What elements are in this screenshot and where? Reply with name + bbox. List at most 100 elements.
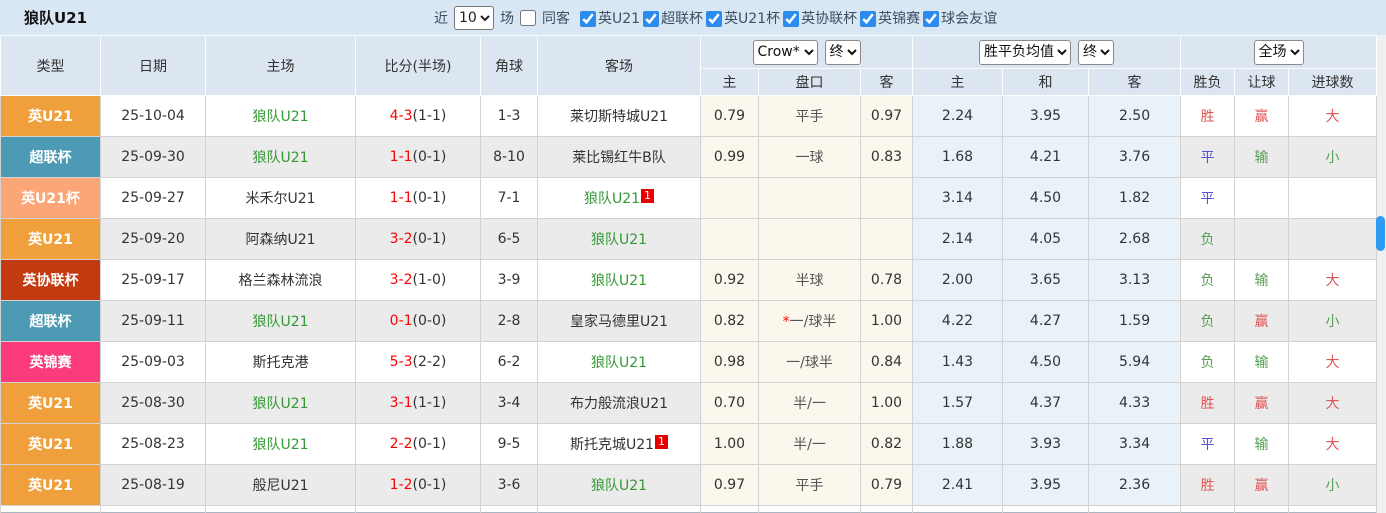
corners-cell: 3-9 bbox=[480, 259, 538, 301]
corners-cell: 7-1 bbox=[480, 177, 538, 219]
corners-cell: 3-6 bbox=[480, 464, 538, 506]
handicap-line-cell: *一/球半 bbox=[758, 300, 861, 342]
sub-goals: 进球数 bbox=[1288, 68, 1378, 96]
type-badge-cell: 英U21 bbox=[0, 218, 101, 260]
avg-win-odds-cell: 1.43 bbox=[912, 341, 1004, 383]
table-row: 英锦赛 25-09-03 斯托克港 5-3(2-2) 6-2 狼队U21 0.98 一/球半 0… bbox=[0, 341, 1378, 383]
home-team-cell: 狼队U21 bbox=[205, 300, 356, 342]
handicap-home-odds-cell: 0.70 bbox=[700, 382, 759, 424]
matches-table: 类型 日期 主场 比分(半场) 角球 客场 Crow* 终 胜平负均值 终 全场 bbox=[0, 35, 1378, 513]
result-cell: 负 bbox=[1180, 300, 1236, 342]
avg-draw-odds-cell: 3.93 bbox=[1002, 423, 1090, 465]
date-cell: 25-09-17 bbox=[100, 259, 206, 301]
result-cell: 平 bbox=[1180, 423, 1236, 465]
league-filter-label: 英协联杯 bbox=[801, 10, 858, 27]
card-badge: 1 bbox=[641, 189, 655, 203]
sub-avg-draw: 和 bbox=[1002, 68, 1090, 96]
score-cell: 1-1(0-1) bbox=[355, 136, 481, 178]
sub-home-odds: 主 bbox=[700, 68, 759, 96]
result-cell: 负 bbox=[1180, 259, 1236, 301]
odds-time-select[interactable]: 终 bbox=[824, 39, 861, 65]
handicap-result-cell: 赢 bbox=[1234, 300, 1290, 342]
sub-away-odds: 客 bbox=[859, 68, 914, 96]
partial-cell bbox=[1288, 505, 1378, 513]
partial-cell bbox=[205, 505, 356, 513]
avg-win-odds-cell: 3.14 bbox=[912, 177, 1004, 219]
match-rows: 英U21 25-10-04 狼队U21 4-3(1-1) 1-3 莱切斯特城U21 0.79… bbox=[0, 95, 1378, 513]
handicap-away-odds-cell: 0.83 bbox=[859, 136, 914, 178]
handicap-away-odds-cell: 0.79 bbox=[859, 464, 914, 506]
date-cell: 25-09-30 bbox=[100, 136, 206, 178]
score-cell: 4-3(1-1) bbox=[355, 95, 481, 137]
home-team-cell: 斯托克港 bbox=[205, 341, 356, 383]
partial-cell bbox=[1234, 505, 1290, 513]
corners-cell: 1-3 bbox=[480, 95, 538, 137]
league-filter-checkbox[interactable] bbox=[580, 10, 596, 27]
handicap-result-cell: 赢 bbox=[1234, 382, 1290, 424]
table-row: 英U21 25-08-19 般尼U21 1-2(0-1) 3-6 狼队U21 0.97 平手 0… bbox=[0, 464, 1378, 506]
avg-draw-odds-cell: 4.50 bbox=[1002, 341, 1090, 383]
avg-lose-odds-cell: 2.68 bbox=[1088, 218, 1182, 260]
sub-avg-home: 主 bbox=[912, 68, 1004, 96]
away-team-cell: 布力般流浪U21 bbox=[537, 382, 701, 424]
same-away-label: 同客 bbox=[542, 10, 570, 27]
type-badge-cell: 超联杯 bbox=[0, 300, 101, 342]
handicap-away-odds-cell: 1.00 bbox=[859, 382, 914, 424]
date-cell: 25-09-27 bbox=[100, 177, 206, 219]
league-filter-checkbox[interactable] bbox=[706, 10, 723, 27]
away-team-cell: 狼队U21 bbox=[537, 218, 701, 260]
away-team-cell: 狼队U21 1 bbox=[537, 177, 701, 219]
handicap-line-cell: 一/球半 bbox=[758, 341, 861, 383]
avg-lose-odds-cell: 1.82 bbox=[1088, 177, 1182, 219]
recent-count-select[interactable]: 10 bbox=[454, 5, 494, 30]
filter-controls: 近 10 场 同客 英U21 超联杯 英U21杯 英协联杯 英锦赛 球会友谊 bbox=[430, 0, 998, 35]
partial-cell bbox=[355, 505, 481, 513]
sub-avg-away: 客 bbox=[1088, 68, 1182, 96]
score-cell: 5-3(2-2) bbox=[355, 341, 481, 383]
table-row: 超联杯 25-09-11 狼队U21 0-1(0-0) 2-8 皇家马德里U21 0.82 *… bbox=[0, 300, 1378, 342]
handicap-result-cell bbox=[1234, 177, 1290, 219]
partial-cell bbox=[912, 505, 1004, 513]
score-cell: 3-1(1-1) bbox=[355, 382, 481, 424]
league-filter-label: 球会友谊 bbox=[941, 10, 998, 27]
games-label: 场 bbox=[500, 10, 514, 27]
away-team-cell: 狼队U21 bbox=[537, 259, 701, 301]
goals-result-cell: 大 bbox=[1288, 382, 1378, 424]
league-filters: 英U21 超联杯 英U21杯 英协联杯 英锦赛 球会友谊 bbox=[578, 8, 998, 28]
goals-result-cell: 小 bbox=[1288, 136, 1378, 178]
league-filter-label: 英U21 bbox=[598, 10, 641, 27]
league-filter-checkbox[interactable] bbox=[783, 10, 800, 27]
handicap-result-cell: 输 bbox=[1234, 259, 1290, 301]
near-label: 近 bbox=[434, 10, 448, 27]
odds-company-select[interactable]: Crow* bbox=[752, 39, 818, 65]
score-cell: 2-2(0-1) bbox=[355, 423, 481, 465]
handicap-line-cell: 一球 bbox=[758, 136, 861, 178]
same-away-checkbox[interactable] bbox=[520, 9, 536, 26]
handicap-away-odds-cell: 0.78 bbox=[859, 259, 914, 301]
scrollbar-thumb[interactable] bbox=[1376, 216, 1385, 251]
avg-draw-odds-cell: 4.21 bbox=[1002, 136, 1090, 178]
corners-cell: 3-4 bbox=[480, 382, 538, 424]
away-team-cell: 狼队U21 bbox=[537, 464, 701, 506]
scope-select[interactable]: 全场 bbox=[1253, 39, 1304, 65]
home-team-cell: 狼队U21 bbox=[205, 136, 356, 178]
avg-time-select[interactable]: 终 bbox=[1078, 39, 1115, 65]
col-header-date: 日期 bbox=[100, 35, 206, 96]
handicap-line-cell: 平手 bbox=[758, 464, 861, 506]
partial-cell bbox=[100, 505, 206, 513]
handicap-result-cell: 输 bbox=[1234, 341, 1290, 383]
handicap-line-cell: 半/一 bbox=[758, 423, 861, 465]
league-filter-checkbox[interactable] bbox=[860, 10, 877, 27]
avg-draw-odds-cell: 3.95 bbox=[1002, 95, 1090, 137]
home-team-cell: 阿森纳U21 bbox=[205, 218, 356, 260]
handicap-home-odds-cell bbox=[700, 218, 759, 260]
topbar: 狼队U21 近 10 场 同客 英U21 超联杯 英U21杯 英协联杯 英锦赛 球会友谊 bbox=[0, 0, 1386, 35]
col-header-score: 比分(半场) bbox=[355, 35, 481, 96]
handicap-away-odds-cell: 0.84 bbox=[859, 341, 914, 383]
score-cell: 3-2(1-0) bbox=[355, 259, 481, 301]
avg-type-select[interactable]: 胜平负均值 bbox=[979, 39, 1072, 65]
league-filter-checkbox[interactable] bbox=[643, 10, 660, 27]
avg-win-odds-cell: 4.22 bbox=[912, 300, 1004, 342]
league-filter-checkbox[interactable] bbox=[923, 10, 940, 27]
partial-cell bbox=[537, 505, 701, 513]
